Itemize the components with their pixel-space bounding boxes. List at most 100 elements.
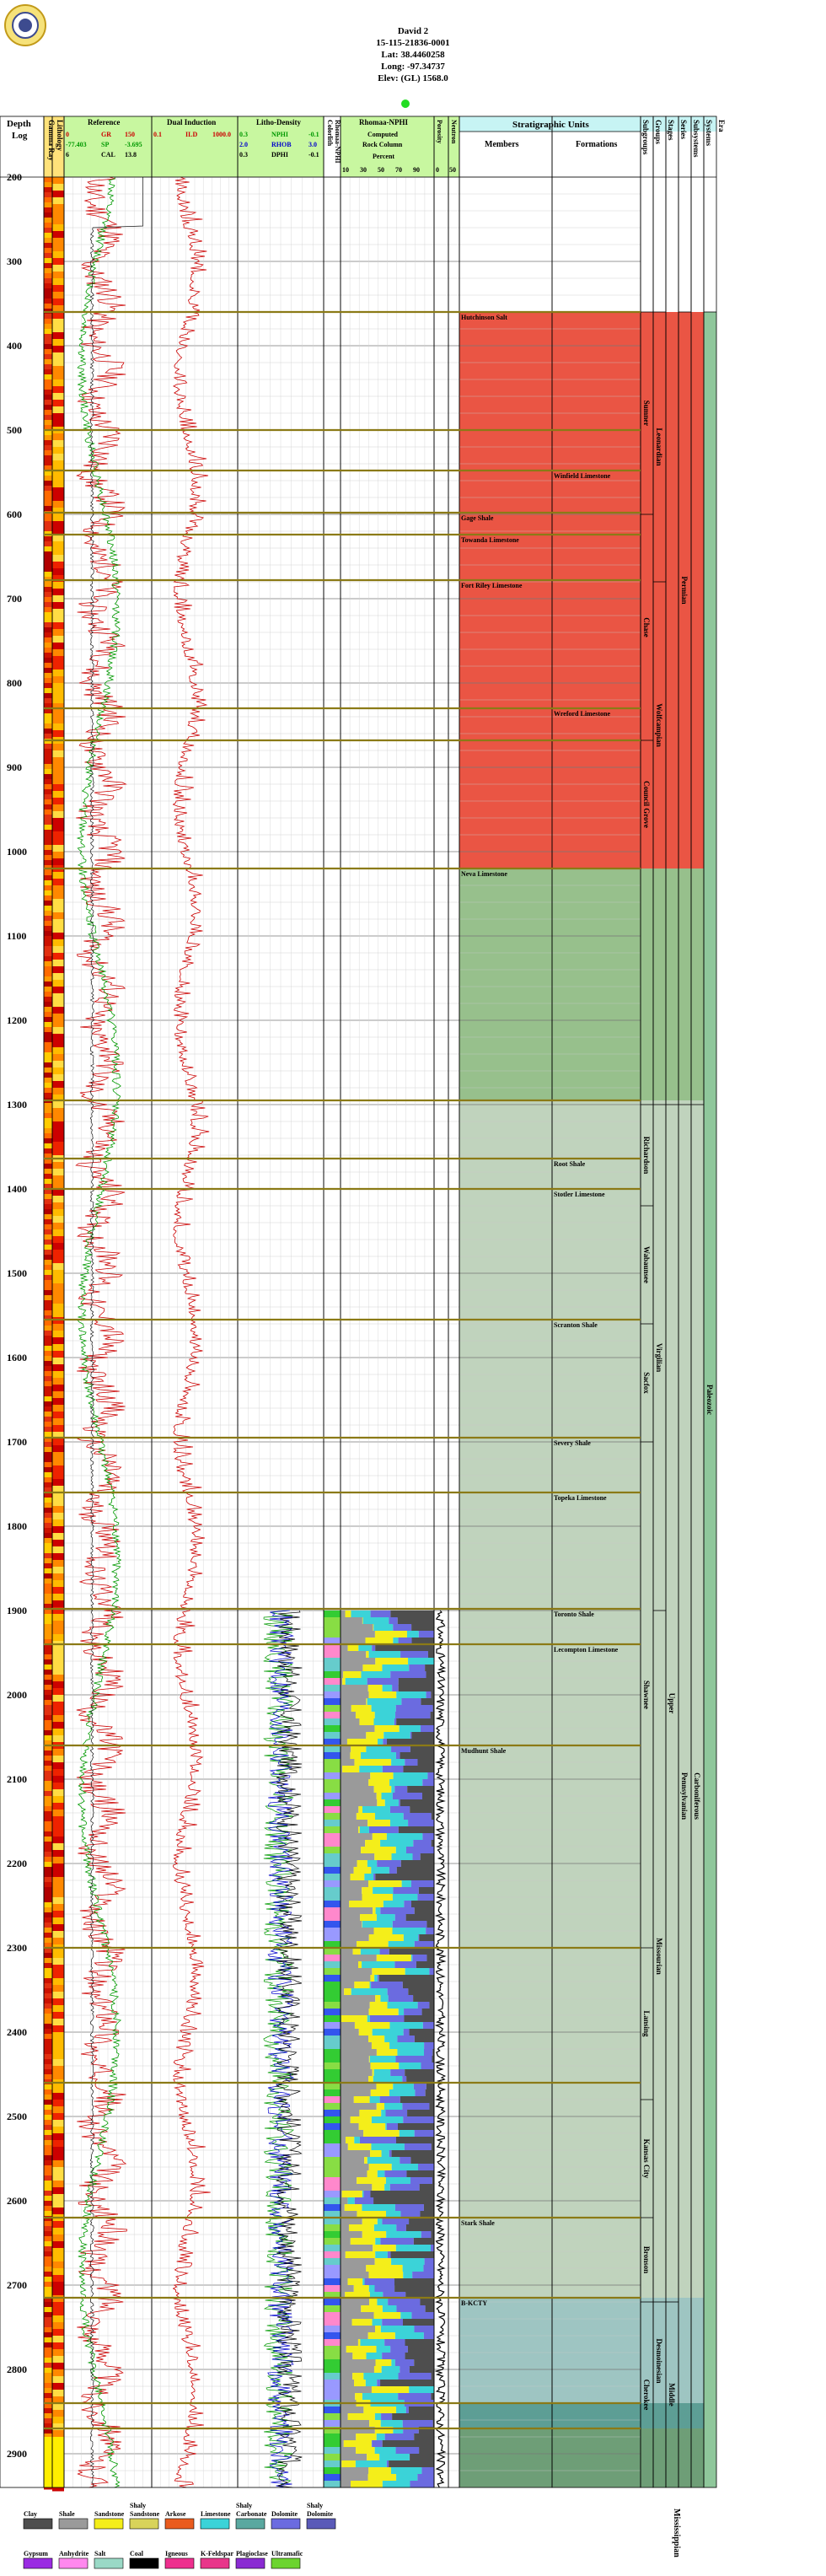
- legend-word2-3: Sandstone: [130, 2510, 160, 2518]
- ref-min-1: -77.403: [66, 141, 87, 148]
- well-elev: Elev: (GL) 1568.0: [320, 73, 506, 84]
- legend-word-6: Shaly: [236, 2502, 252, 2509]
- members-label: Members: [485, 140, 519, 149]
- depth-tick-400: 400: [7, 340, 22, 352]
- strat-unit-1-1: Wolfcampian: [655, 703, 663, 747]
- zone-fill-3: [459, 2298, 716, 2403]
- formation-0: Winfield Limestone: [554, 472, 611, 480]
- den-max-1: 3.0: [308, 141, 317, 148]
- depth-tick-2100: 2100: [7, 1773, 27, 1785]
- formation-5: Severy Shale: [554, 1439, 591, 1447]
- depth-tick-2700: 2700: [7, 2279, 27, 2291]
- formation-8: Lecompton Limestone: [554, 1646, 619, 1654]
- den-name-0: NPHI: [271, 131, 288, 138]
- depth-tick-1100: 1100: [7, 930, 26, 942]
- legend-label-13: Igneous: [165, 2550, 188, 2557]
- member-0: Hutchinson Salt: [461, 314, 507, 321]
- zone-fill-0: [459, 312, 716, 869]
- depth-tick-900: 900: [7, 761, 22, 773]
- strat-col-3: Series: [679, 120, 688, 139]
- formation-7: Toronto Shale: [554, 1611, 594, 1618]
- strat-unit-0-4: Wabaunsee: [642, 1246, 651, 1283]
- legend-word2-8: Dolomite: [307, 2510, 334, 2518]
- strat-col-4: Subsystems: [692, 120, 700, 158]
- strat-unit-2-0: Upper: [668, 1693, 676, 1714]
- rhomaa-sub-1: Rock Column: [362, 141, 403, 148]
- legend-label-10: Anhydrite: [59, 2550, 89, 2557]
- legend-label-16: Ultramafic: [271, 2550, 303, 2557]
- rock-column: [341, 1611, 434, 2488]
- member-2: Towanda Limestone: [461, 536, 519, 544]
- strat-unit-0-9: Bronson: [642, 2246, 651, 2273]
- depth-tick-600: 600: [7, 508, 22, 520]
- well-api: 15-115-21836-0001: [320, 37, 506, 49]
- depth-tick-2900: 2900: [7, 2448, 27, 2460]
- ref-min-0: 0: [66, 131, 69, 138]
- legend-swatch-11: [94, 2558, 123, 2568]
- strat-unit-4-0: Carboniferous: [693, 1772, 701, 1820]
- legend-label-12: Coal: [130, 2550, 144, 2557]
- porosity-label: Porosity: [436, 120, 443, 143]
- depth-tick-1600: 1600: [7, 1352, 27, 1363]
- zone-fill-4: [459, 2403, 716, 2428]
- member-6: Stark Shale: [461, 2219, 495, 2227]
- depth-tick-2300: 2300: [7, 1942, 27, 1954]
- legend-swatch-10: [59, 2558, 88, 2568]
- legend-word-3: Shaly: [130, 2502, 146, 2509]
- strat-title: Stratigraphic Units: [512, 120, 589, 130]
- strat-unit-0-3: Richardson: [642, 1137, 651, 1175]
- rhomaa-tick-2: 50: [378, 166, 384, 174]
- member-5: Mudhunt Shale: [461, 1747, 507, 1755]
- ind-name-0: ILD: [185, 131, 197, 138]
- colorlith-label: Colorlith: [326, 120, 334, 147]
- colorlith-label-2: Rhomaa-NPHI: [334, 120, 341, 164]
- member-4: Neva Limestone: [461, 870, 507, 878]
- depth-tick-2600: 2600: [7, 2195, 27, 2207]
- strat-col-2: Stages: [667, 120, 675, 141]
- den-min-1: 2.0: [239, 141, 248, 148]
- depth-tick-2500: 2500: [7, 2111, 27, 2122]
- legend-swatch-8: [307, 2519, 335, 2529]
- porosity-max: 50: [449, 166, 456, 174]
- depth-tick-1500: 1500: [7, 1267, 27, 1279]
- strat-unit-1-4: Desmoinesian: [655, 2338, 663, 2383]
- well-header: David 2 15-115-21836-0001 Lat: 38.446025…: [320, 25, 506, 84]
- lithology-legend: Clay Shale SandstoneShalySandstone Arkose Li…: [24, 2502, 335, 2568]
- legend-swatch-3: [130, 2519, 158, 2529]
- ref-max-1: -3.695: [125, 141, 142, 148]
- strip-label-0: Gamma Ray: [47, 120, 56, 161]
- depth-tick-1300: 1300: [7, 1099, 27, 1111]
- well-lat: Lat: 38.4460258: [320, 49, 506, 61]
- ref-max-2: 13.8: [125, 151, 137, 159]
- strat-unit-0-10: Cherokee: [642, 2380, 651, 2411]
- ref-name-0: GR: [101, 131, 111, 138]
- location-dot-icon: [401, 99, 410, 108]
- ref-name-2: CAL: [101, 151, 115, 159]
- formation-3: Stotler Limestone: [554, 1191, 605, 1198]
- depth-tick-800: 800: [7, 677, 22, 689]
- depth-tick-2400: 2400: [7, 2026, 27, 2038]
- strat-unit-0-7: Lansing: [642, 2010, 651, 2037]
- strat-unit-3-0: Permian: [680, 577, 689, 605]
- formation-6: Topeka Limestone: [554, 1494, 607, 1502]
- rhomaa-tick-3: 70: [395, 166, 402, 174]
- legend-swatch-5: [201, 2519, 229, 2529]
- ref-name-1: SP: [101, 141, 109, 148]
- legend-swatch-0: [24, 2519, 52, 2529]
- gamma-ray-strip: [44, 177, 52, 2490]
- legend-label-15: Plagioclase: [236, 2550, 268, 2557]
- depth-tick-1200: 1200: [7, 1014, 27, 1026]
- depth-tick-300: 300: [7, 255, 22, 267]
- reference-title: Reference: [88, 118, 120, 126]
- depth-tick-500: 500: [7, 424, 22, 436]
- density-title: Litho-Density: [256, 118, 302, 126]
- strat-unit-0-8: Kansas City: [642, 2139, 651, 2179]
- strat-unit-1-0: Leonardian: [655, 428, 663, 465]
- depth-tick-1400: 1400: [7, 1183, 27, 1195]
- den-max-0: -0.1: [308, 131, 319, 138]
- mississippian-label: Mississippian: [672, 2509, 681, 2557]
- member-3: Fort Riley Limestone: [461, 582, 523, 589]
- induction-title: Dual Induction: [167, 118, 216, 126]
- rhomaa-tick-0: 10: [342, 166, 349, 174]
